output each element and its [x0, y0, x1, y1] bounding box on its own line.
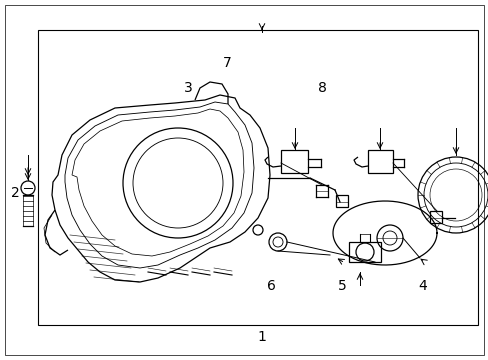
Text: 5: 5	[337, 279, 346, 293]
Text: 2: 2	[11, 186, 20, 199]
Bar	[335, 195, 347, 207]
Text: 6: 6	[266, 279, 275, 293]
Text: 4: 4	[418, 279, 427, 293]
Text: 8: 8	[318, 81, 326, 95]
Bar	[429, 211, 441, 223]
Text: 3: 3	[183, 81, 192, 95]
Text: 7: 7	[223, 56, 231, 70]
Text: 1: 1	[257, 330, 265, 343]
Bar	[38, 30, 477, 325]
Bar	[348, 242, 380, 262]
